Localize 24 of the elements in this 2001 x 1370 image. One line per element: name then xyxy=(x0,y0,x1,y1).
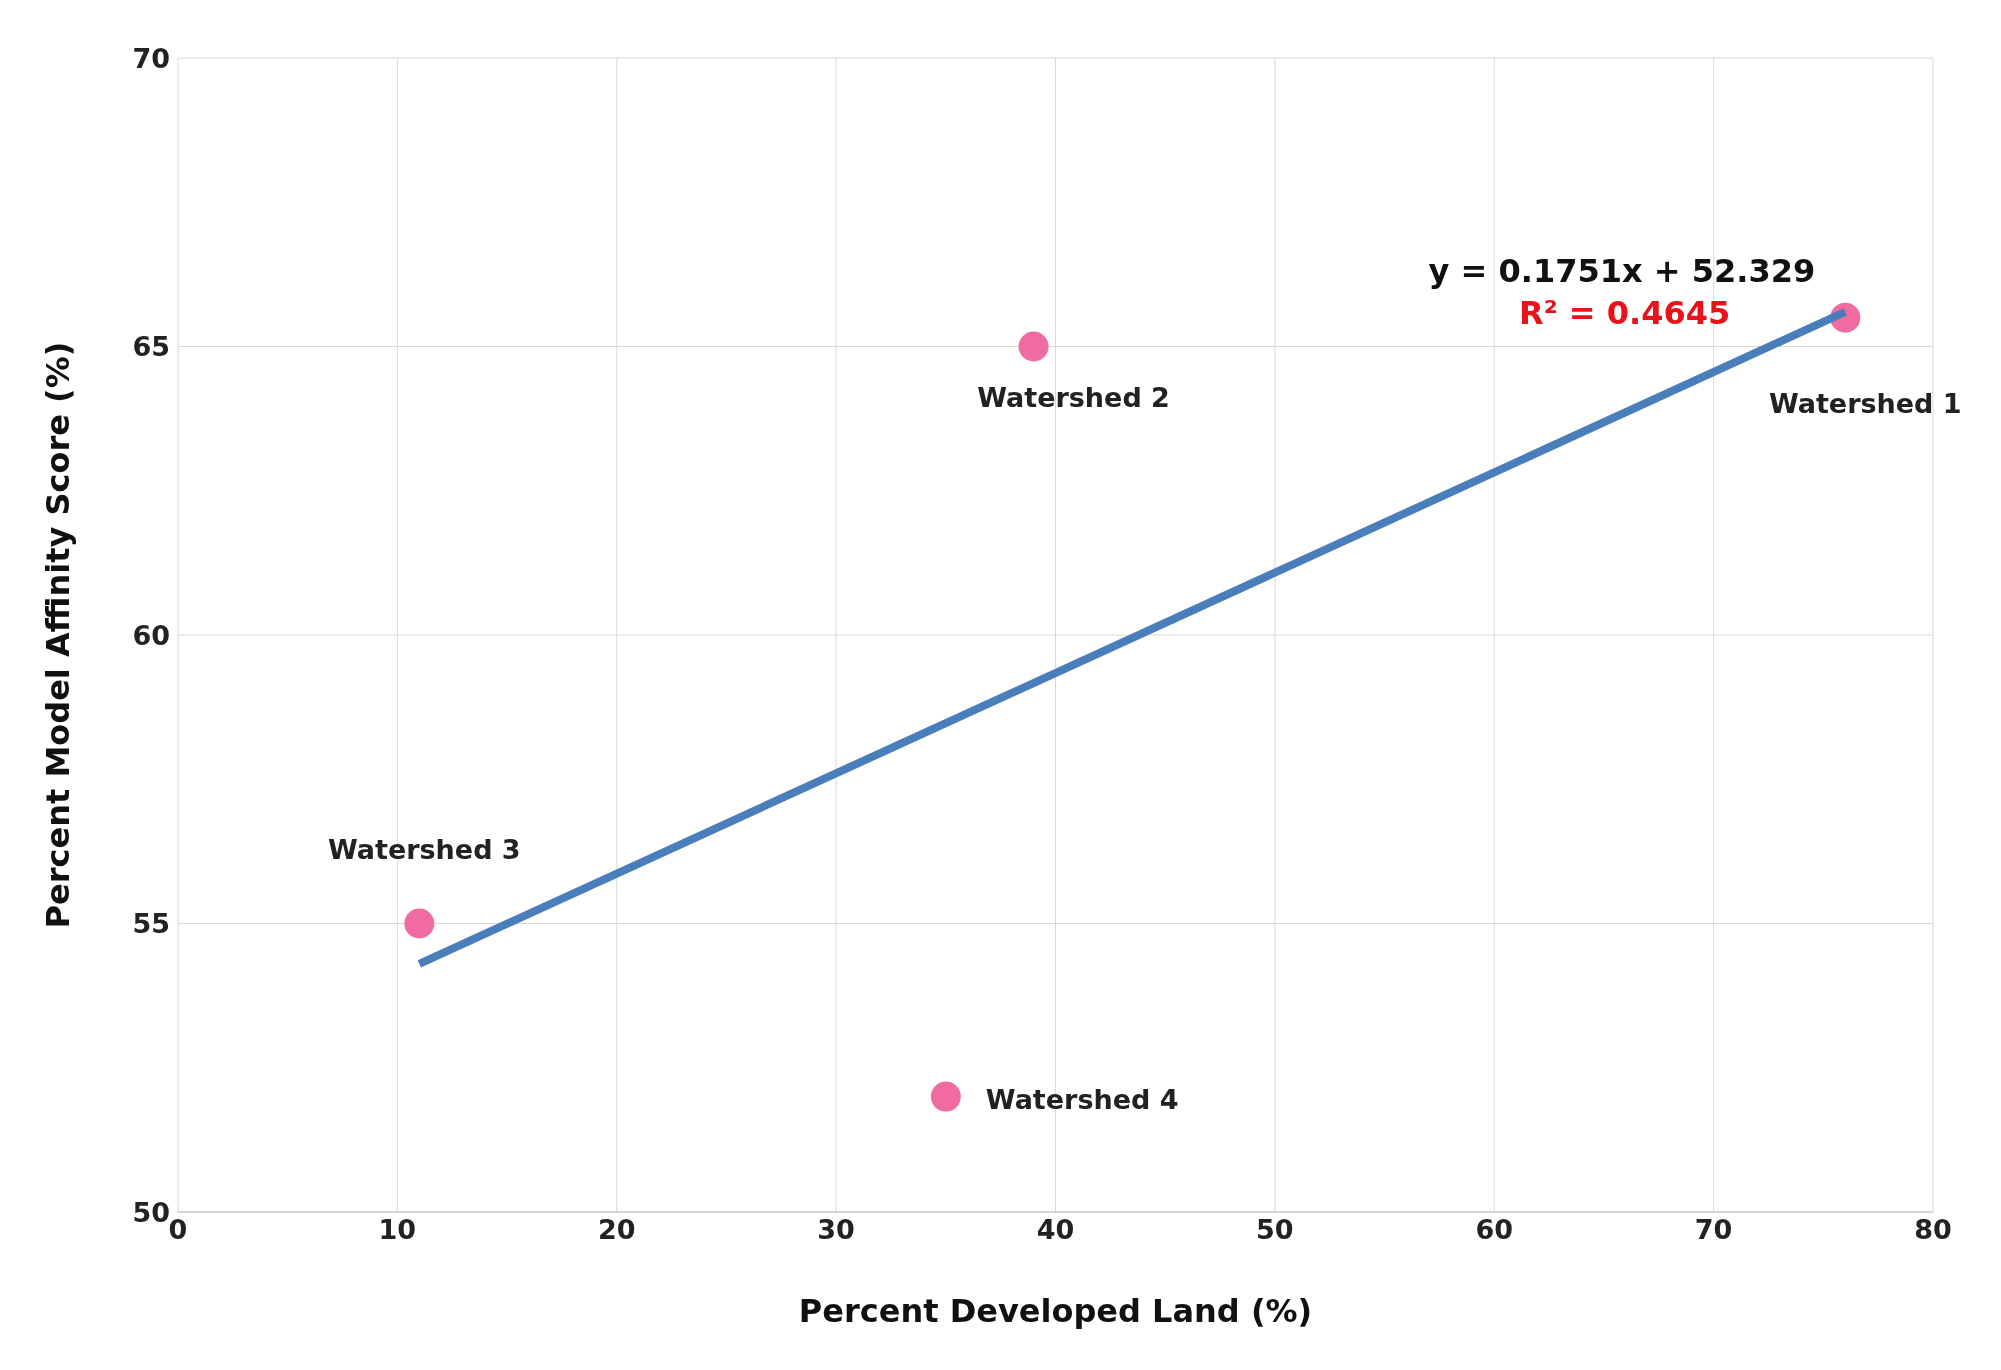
x-tick-label: 0 xyxy=(168,1214,188,1246)
x-tick-label: 40 xyxy=(1036,1214,1075,1246)
annotation: Watershed 2 xyxy=(977,381,1170,413)
x-tick-label: 10 xyxy=(378,1214,417,1246)
x-tick-label: 30 xyxy=(817,1214,855,1246)
x-tick-label: 80 xyxy=(1914,1214,1952,1246)
y-tick-label: 55 xyxy=(132,908,170,940)
y-axis-title: Percent Model Affinity Score (%) xyxy=(39,341,78,929)
y-tick-label: 60 xyxy=(132,619,170,651)
x-tick-label: 60 xyxy=(1475,1214,1514,1246)
x-tick-label: 50 xyxy=(1256,1214,1294,1246)
annotation: Watershed 1 xyxy=(1768,387,1962,419)
annotation: R² = 0.4645 xyxy=(1519,293,1731,332)
annotation: Watershed 4 xyxy=(985,1083,1179,1115)
y-tick-label: 70 xyxy=(132,42,170,74)
annotation: y = 0.1751x + 52.329 xyxy=(1428,251,1816,290)
point xyxy=(930,1081,961,1112)
x-tick-label: 20 xyxy=(597,1214,636,1246)
point xyxy=(404,908,435,939)
y-tick-label: 65 xyxy=(132,331,170,363)
annotation: Watershed 3 xyxy=(327,833,521,865)
point xyxy=(1018,331,1049,362)
x-axis-title: Percent Developed Land (%) xyxy=(798,1292,1313,1330)
x-tick-label: 70 xyxy=(1694,1214,1733,1246)
